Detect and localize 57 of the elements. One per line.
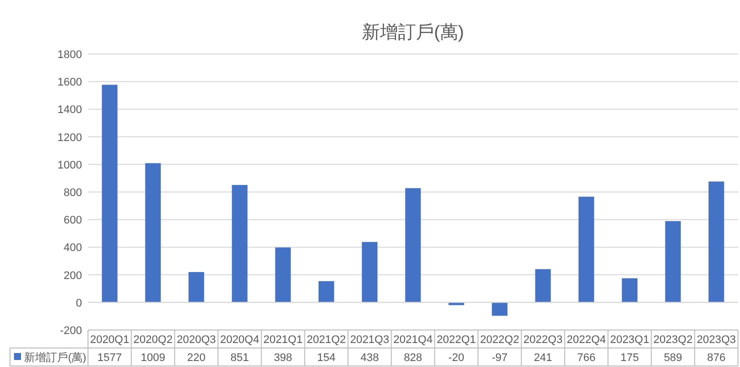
x-tick-label: 2022Q3	[523, 334, 563, 346]
bar	[708, 182, 724, 302]
data-label: 241	[534, 352, 552, 364]
bar	[232, 184, 248, 302]
bar	[405, 188, 421, 302]
bar	[492, 302, 508, 316]
x-tick-label: 2020Q1	[90, 334, 130, 346]
bar	[318, 281, 334, 302]
bar	[188, 272, 204, 302]
data-label: 154	[317, 352, 336, 364]
y-tick-label: 200	[64, 270, 82, 282]
x-tick-label: 2021Q2	[306, 334, 346, 346]
data-label: 220	[187, 352, 206, 364]
data-label: 876	[707, 352, 726, 364]
data-label: 1009	[140, 352, 166, 364]
y-tick-label: 1800	[58, 49, 82, 61]
y-tick-label: -200	[60, 325, 82, 337]
bar	[362, 242, 378, 302]
data-label: 398	[274, 352, 292, 364]
x-tick-label: 2022Q2	[480, 334, 520, 346]
x-tick-label: 2020Q3	[176, 334, 216, 346]
bar	[275, 247, 291, 302]
bar	[145, 163, 161, 302]
data-label: 438	[360, 352, 379, 364]
data-label: 851	[230, 352, 249, 364]
x-tick-label: 2023Q1	[610, 334, 650, 346]
x-tick-label: 2021Q4	[393, 334, 433, 346]
chart-title: 新增訂戶(萬)	[362, 22, 464, 42]
x-tick-label: 2023Q2	[653, 334, 693, 346]
bar	[102, 84, 118, 302]
y-tick-label: 400	[64, 242, 82, 254]
bar	[665, 221, 681, 302]
y-tick-label: 1400	[58, 104, 82, 116]
y-tick-label: 1200	[58, 132, 82, 144]
y-tick-label: 1000	[58, 159, 82, 172]
data-label: 175	[620, 352, 639, 364]
x-tick-label: 2020Q2	[133, 334, 173, 346]
data-label: 828	[404, 352, 422, 364]
data-label: -97	[492, 352, 508, 364]
y-tick-label: 800	[64, 187, 82, 199]
y-tick-label: 600	[64, 214, 82, 227]
data-label: -20	[448, 352, 464, 364]
x-tick-label: 2021Q3	[350, 334, 390, 346]
legend-label: 新增訂戶(萬)	[24, 351, 86, 364]
x-tick-label: 2020Q4	[220, 334, 260, 346]
bar	[578, 196, 594, 302]
x-tick-label: 2022Q4	[566, 334, 606, 346]
bar	[535, 269, 551, 302]
data-label: 1577	[97, 352, 122, 364]
x-tick-label: 2021Q1	[263, 334, 303, 346]
y-tick-label: 0	[76, 297, 82, 310]
data-label: 589	[664, 352, 682, 364]
x-tick-label: 2022Q1	[436, 334, 476, 346]
y-tick-label: 1600	[58, 76, 82, 89]
data-label: 766	[577, 352, 596, 364]
bar	[622, 278, 638, 302]
x-tick-label: 2023Q3	[696, 334, 736, 346]
